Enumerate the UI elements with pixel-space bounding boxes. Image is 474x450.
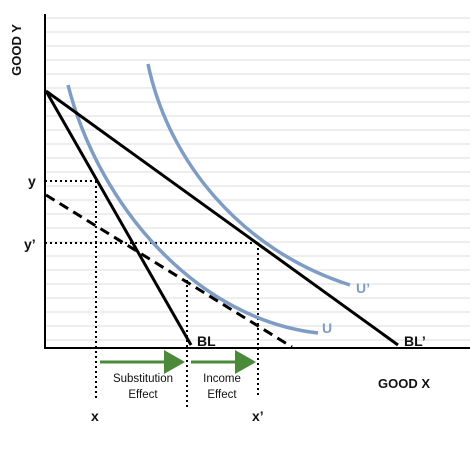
budget-line-bl-prime-label: BL’ [404,333,426,349]
substitution-effect-label-1: Substitution [113,373,173,385]
point-y-label: y [28,173,36,189]
y-axis-label: GOOD Y [9,24,24,76]
curve-u-prime-label: U’ [356,280,370,296]
grid-lines [46,17,470,341]
budget-line-bl-label: BL [197,333,216,349]
budget-line-bl [44,90,193,346]
income-effect-label-2: Effect [207,389,237,401]
indifference-curve-u [66,84,319,335]
x-axis-label: GOOD X [378,376,430,391]
point-x-prime-label: x’ [252,408,264,424]
point-y-prime-label: y’ [24,236,36,252]
substitution-effect-label-2: Effect [128,389,158,401]
compensated-budget-line [45,193,293,349]
budget-line-bl-prime [45,89,399,347]
indifference-curve-u-prime [146,63,351,287]
curve-u-label: U [322,320,332,336]
income-effect-label-1: Income [203,373,241,385]
point-x-label: x [91,408,99,424]
